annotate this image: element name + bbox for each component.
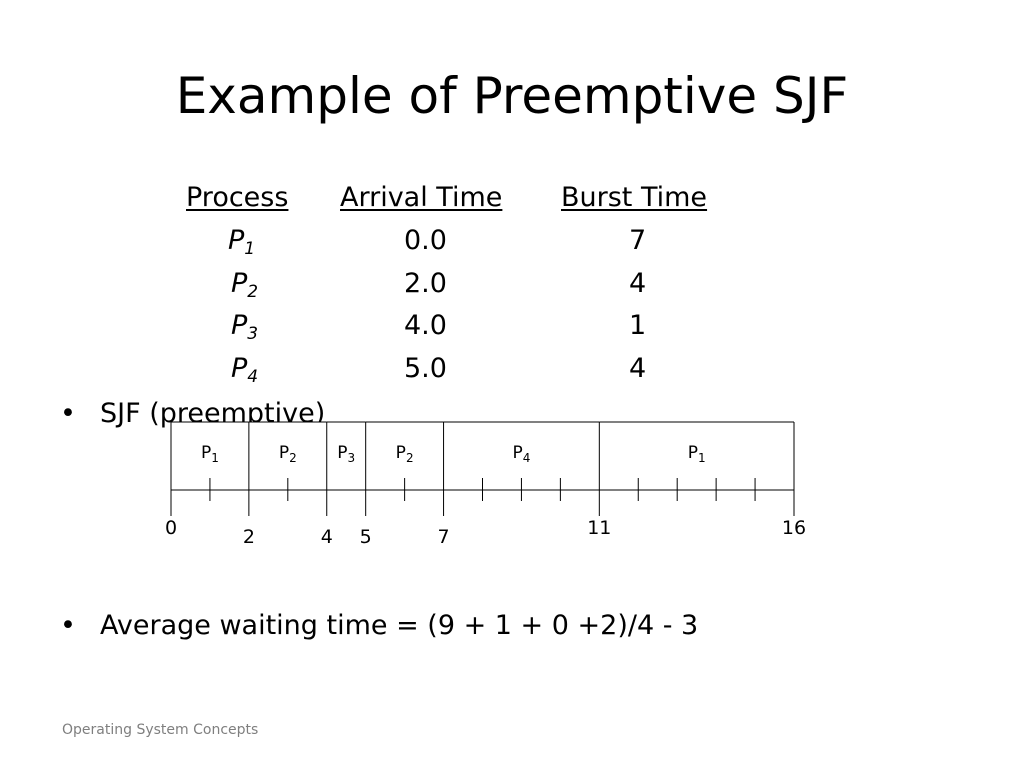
gantt-segment-label: P4 xyxy=(512,443,530,465)
gantt-time-label: 11 xyxy=(587,517,611,539)
burst-time-value: 7 xyxy=(629,225,647,256)
gantt-time-label: 4 xyxy=(321,526,333,548)
gantt-time-label: 2 xyxy=(243,526,255,548)
process-name: P2 xyxy=(231,268,259,302)
arrival-time-value: 0.0 xyxy=(404,225,447,256)
gantt-time-label: 5 xyxy=(360,526,372,548)
bullet-marker: • xyxy=(60,398,76,429)
arrival-time-value: 4.0 xyxy=(404,310,447,341)
gantt-segment-label: P1 xyxy=(201,443,219,465)
burst-time-value: 1 xyxy=(629,310,647,341)
arrival-time-value: 2.0 xyxy=(404,268,447,299)
gantt-time-label: 7 xyxy=(438,526,450,548)
gantt-time-label: 16 xyxy=(782,517,806,539)
header-process: Process xyxy=(186,182,289,213)
gantt-segment-label: P1 xyxy=(688,443,706,465)
slide-title: Example of Preemptive SJF xyxy=(175,67,849,125)
burst-time-value: 4 xyxy=(629,268,647,299)
process-name: P1 xyxy=(228,225,256,259)
footer-text: Operating System Concepts xyxy=(62,722,259,738)
header-burst-time: Burst Time xyxy=(561,182,708,213)
gantt-time-label: 0 xyxy=(165,517,177,539)
process-name: P3 xyxy=(231,310,259,344)
gantt-segment-label: P2 xyxy=(396,443,414,465)
header-arrival-time: Arrival Time xyxy=(340,182,503,213)
bullet-marker: • xyxy=(60,610,76,641)
burst-time-value: 4 xyxy=(629,353,647,384)
arrival-time-value: 5.0 xyxy=(404,353,447,384)
bullet-average: • Average waiting time = (9 + 1 + 0 +2)/… xyxy=(60,608,699,644)
gantt-segment-label: P3 xyxy=(337,443,355,465)
process-name: P4 xyxy=(231,353,259,387)
bullet-average-text: Average waiting time = (9 + 1 + 0 +2)/4 … xyxy=(100,610,699,641)
gantt-segment-label: P2 xyxy=(279,443,297,465)
